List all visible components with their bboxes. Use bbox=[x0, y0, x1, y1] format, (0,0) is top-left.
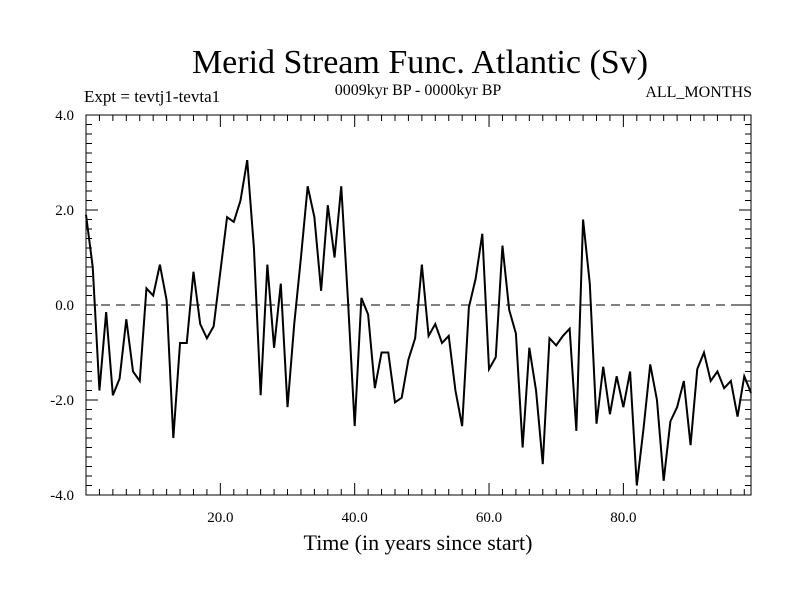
x-axis-label: Time (in years since start) bbox=[304, 530, 533, 555]
y-tick-label: -4.0 bbox=[50, 488, 74, 504]
y-tick-labels: -4.0 -2.0 0.0 2.0 4.0 bbox=[50, 108, 74, 504]
x-tick-label: 40.0 bbox=[342, 510, 368, 526]
y-tick-label: 4.0 bbox=[55, 108, 74, 124]
x-tick-label: 20.0 bbox=[207, 510, 233, 526]
y-tick-label: -2.0 bbox=[50, 393, 74, 409]
y-tick-label: 0.0 bbox=[55, 298, 74, 314]
period-label: 0009kyr BP - 0000kyr BP bbox=[335, 82, 502, 99]
x-tick-label: 60.0 bbox=[476, 510, 502, 526]
chart-title: Merid Stream Func. Atlantic (Sv) bbox=[192, 44, 648, 81]
series-line bbox=[85, 159, 752, 486]
experiment-label: Expt = tevtj1-tevta1 bbox=[84, 87, 220, 106]
x-tick-label: 80.0 bbox=[610, 510, 636, 526]
x-tick-labels: 20.0 40.0 60.0 80.0 bbox=[207, 510, 636, 526]
y-tick-label: 2.0 bbox=[55, 203, 74, 219]
months-label: ALL_MONTHS bbox=[645, 84, 752, 101]
